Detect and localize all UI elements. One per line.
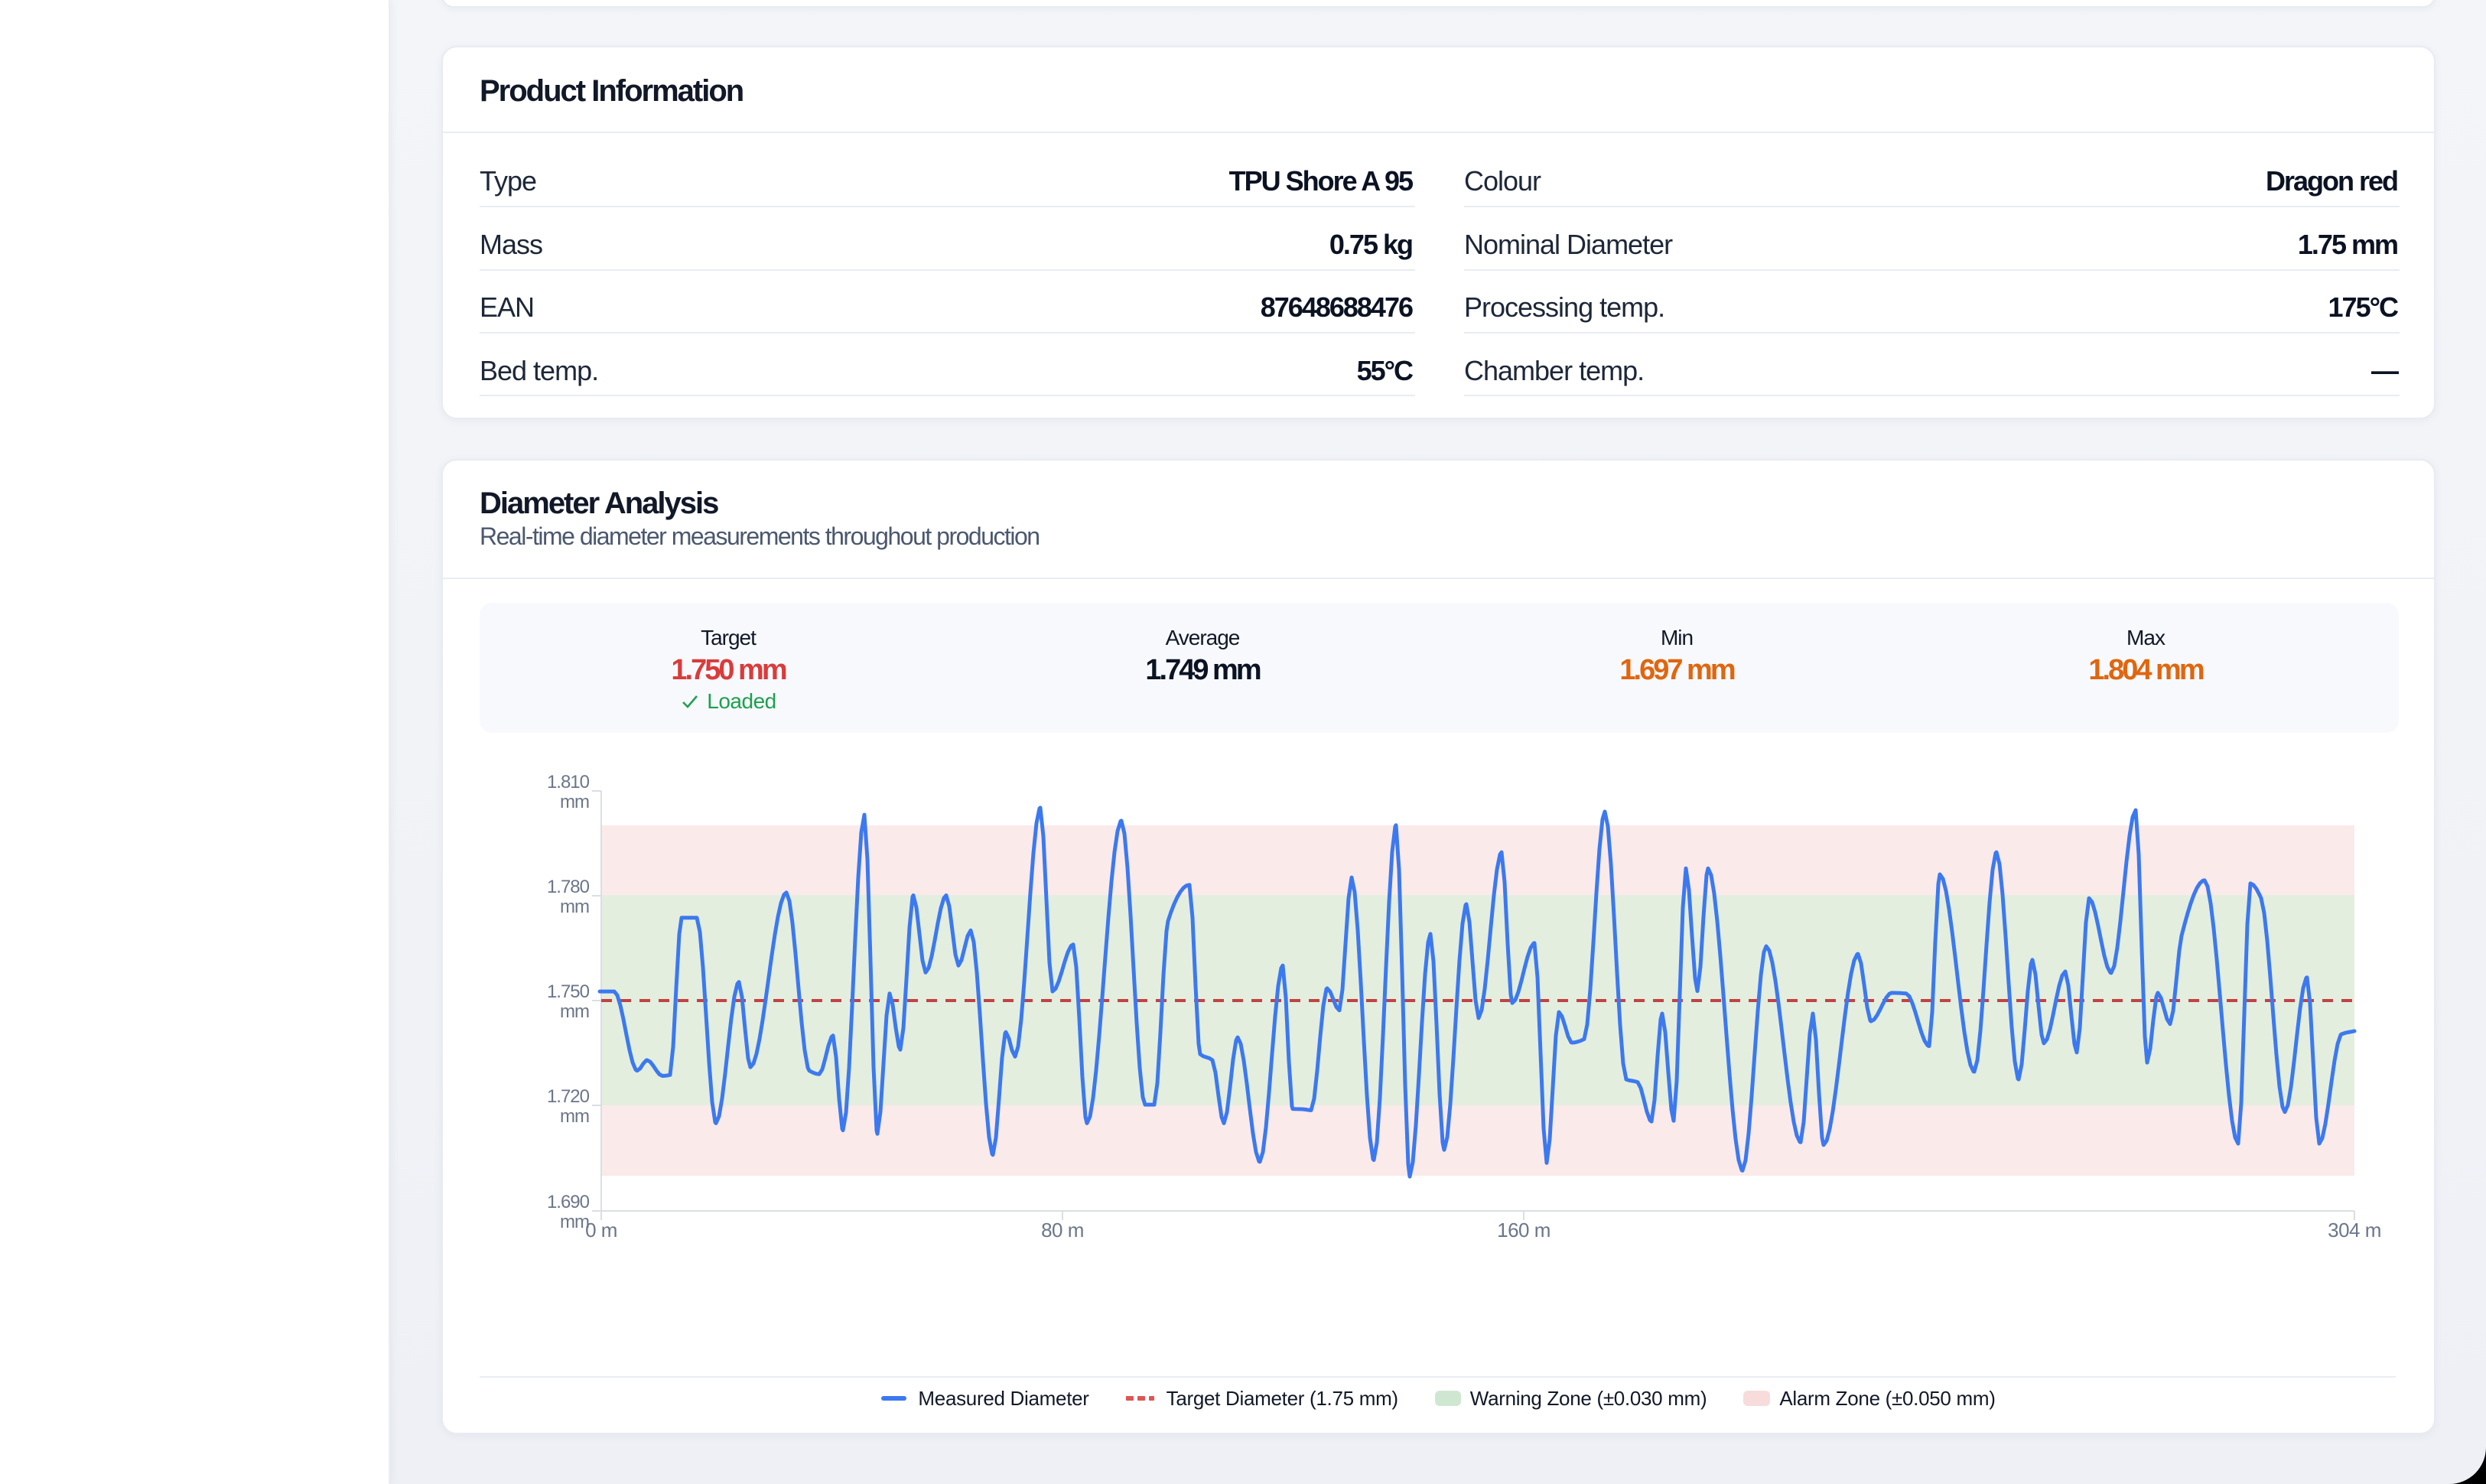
svg-text:1.720: 1.720 — [547, 1086, 590, 1107]
svg-text:0 m: 0 m — [585, 1219, 617, 1242]
svg-text:mm: mm — [560, 792, 589, 812]
svg-text:160 m: 160 m — [1497, 1219, 1550, 1242]
svg-text:1.810: 1.810 — [547, 772, 590, 792]
svg-text:mm: mm — [560, 1001, 589, 1022]
svg-text:1.780: 1.780 — [547, 877, 590, 897]
svg-text:80 m: 80 m — [1041, 1219, 1084, 1242]
svg-text:1.750: 1.750 — [547, 981, 590, 1002]
svg-text:mm: mm — [560, 897, 589, 917]
svg-text:mm: mm — [560, 1106, 589, 1127]
svg-text:mm: mm — [560, 1212, 589, 1232]
svg-text:1.690: 1.690 — [547, 1192, 590, 1212]
svg-text:304 m: 304 m — [2328, 1219, 2381, 1242]
